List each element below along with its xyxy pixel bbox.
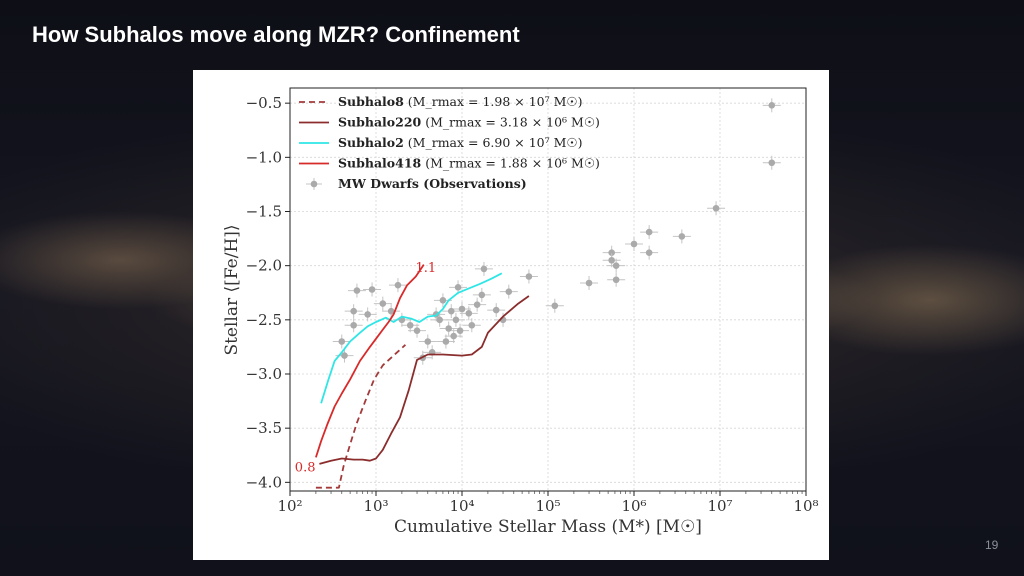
observation-point bbox=[645, 249, 653, 256]
observation-point bbox=[551, 302, 559, 310]
y-tick-label: −4.0 bbox=[246, 473, 282, 491]
observation-point bbox=[458, 305, 466, 313]
legend-series-name: Subhalo2 bbox=[338, 135, 404, 150]
x-tick-label: 10⁷ bbox=[707, 497, 732, 515]
observation-point bbox=[424, 338, 432, 345]
observation-point bbox=[413, 327, 421, 334]
observation-point bbox=[456, 327, 464, 334]
y-tick-label: −1.5 bbox=[246, 203, 282, 221]
observation-point bbox=[585, 279, 593, 287]
annotation-label: 0.8 bbox=[295, 461, 316, 476]
observation-point bbox=[338, 338, 346, 345]
observation-point bbox=[612, 262, 620, 269]
observation-point bbox=[350, 321, 357, 329]
slide-title: How Subhalos move along MZR? Confinement bbox=[32, 22, 520, 47]
observation-point bbox=[645, 228, 653, 236]
y-tick-label: −3.0 bbox=[246, 365, 282, 383]
observation-point bbox=[608, 256, 615, 264]
observation-point bbox=[492, 306, 500, 314]
figure-panel: 10² 10³ 10⁴ 10⁵ 10⁶ 10⁷ 10⁸ −0.5 −1.0 −1.5 −2.0 −2.… bbox=[193, 70, 829, 560]
series-line-subhalo220 bbox=[319, 295, 530, 465]
y-tick-label: −1.0 bbox=[246, 148, 282, 166]
observation-point bbox=[478, 291, 486, 299]
series-layer bbox=[315, 264, 530, 489]
x-tick-label: 10⁴ bbox=[449, 497, 474, 515]
legend-series-mass: (M_rmax = 6.90 × 10⁷ M☉) bbox=[404, 135, 583, 150]
legend-series-name: Subhalo8 bbox=[338, 94, 404, 109]
observation-point bbox=[630, 240, 638, 248]
observation-point bbox=[379, 300, 387, 307]
tick-layer: 10² 10³ 10⁴ 10⁵ 10⁶ 10⁷ 10⁸ −0.5 −1.0 −1.5 −2.0 −2.… bbox=[246, 94, 819, 515]
observation-point bbox=[394, 281, 402, 289]
x-axis-label: Cumulative Stellar Mass (M*) [M☉] bbox=[394, 517, 702, 537]
observation-point bbox=[768, 102, 776, 109]
observation-point bbox=[454, 284, 462, 291]
legend-obs-marker bbox=[310, 180, 318, 188]
observation-point bbox=[678, 233, 686, 240]
page-number: 19 bbox=[985, 538, 999, 552]
x-tick-label: 10³ bbox=[363, 497, 388, 515]
legend-entry-label: Subhalo8 (M_rmax = 1.98 × 10⁷ M☉) bbox=[338, 94, 583, 109]
observation-point bbox=[353, 287, 361, 294]
observation-point bbox=[442, 338, 450, 345]
y-axis-label: Stellar ⟨[Fe/H]⟩ bbox=[222, 224, 242, 355]
observation-point bbox=[468, 321, 476, 329]
x-tick-label: 10⁸ bbox=[793, 497, 818, 515]
observation-point bbox=[406, 321, 414, 329]
legend-series-name: Subhalo418 bbox=[338, 156, 422, 171]
observation-point bbox=[525, 273, 533, 280]
observation-point bbox=[387, 307, 395, 315]
mzr-chart: 10² 10³ 10⁴ 10⁵ 10⁶ 10⁷ 10⁸ −0.5 −1.0 −1.5 −2.0 −2.… bbox=[222, 87, 819, 537]
y-tick-label: −3.5 bbox=[246, 419, 282, 437]
observation-point bbox=[612, 276, 620, 284]
observation-point bbox=[465, 310, 473, 317]
observation-point bbox=[480, 265, 488, 273]
series-line-subhalo418 bbox=[315, 264, 425, 458]
observation-point bbox=[473, 301, 481, 308]
annotation-layer: 1.1 0.8 bbox=[295, 261, 436, 475]
observation-point bbox=[452, 316, 460, 324]
y-tick-label: −2.5 bbox=[246, 311, 282, 329]
legend-series-mass: (M_rmax = 3.18 × 10⁶ M☉) bbox=[421, 115, 600, 130]
observation-point bbox=[712, 204, 720, 212]
legend-entry-label: Subhalo418 (M_rmax = 1.88 × 10⁶ M☉) bbox=[338, 156, 600, 171]
y-tick-label: −0.5 bbox=[246, 94, 282, 112]
observation-point bbox=[436, 316, 443, 324]
observation-point bbox=[350, 307, 357, 315]
observation-point bbox=[364, 311, 371, 318]
legend-entry-label: Subhalo220 (M_rmax = 3.18 × 10⁶ M☉) bbox=[338, 115, 600, 130]
observation-point bbox=[447, 307, 455, 315]
observation-point bbox=[341, 352, 348, 359]
legend: Subhalo8 (M_rmax = 1.98 × 10⁷ M☉)Subhalo… bbox=[299, 94, 600, 191]
x-tick-label: 10⁵ bbox=[535, 497, 560, 515]
legend-series-mass: (M_rmax = 1.98 × 10⁷ M☉) bbox=[404, 94, 583, 109]
legend-entry-label: Subhalo2 (M_rmax = 6.90 × 10⁷ M☉) bbox=[338, 135, 583, 150]
annotation-label: 1.1 bbox=[416, 261, 437, 276]
observation-point bbox=[368, 286, 376, 293]
observation-point bbox=[608, 249, 615, 256]
observation-point bbox=[450, 332, 457, 340]
x-tick-label: 10⁶ bbox=[621, 497, 646, 515]
series-line-subhalo2 bbox=[320, 272, 503, 404]
legend-observations-label: MW Dwarfs (Observations) bbox=[338, 176, 527, 191]
observation-point bbox=[439, 297, 447, 304]
series-line-subhalo8 bbox=[315, 344, 407, 489]
y-tick-label: −2.0 bbox=[246, 257, 282, 275]
x-tick-label: 10² bbox=[277, 497, 302, 515]
observation-point bbox=[505, 288, 513, 295]
observation-point bbox=[768, 159, 776, 167]
legend-series-name: Subhalo220 bbox=[338, 115, 422, 130]
observation-point bbox=[445, 325, 452, 332]
legend-series-mass: (M_rmax = 1.88 × 10⁶ M☉) bbox=[421, 156, 600, 171]
